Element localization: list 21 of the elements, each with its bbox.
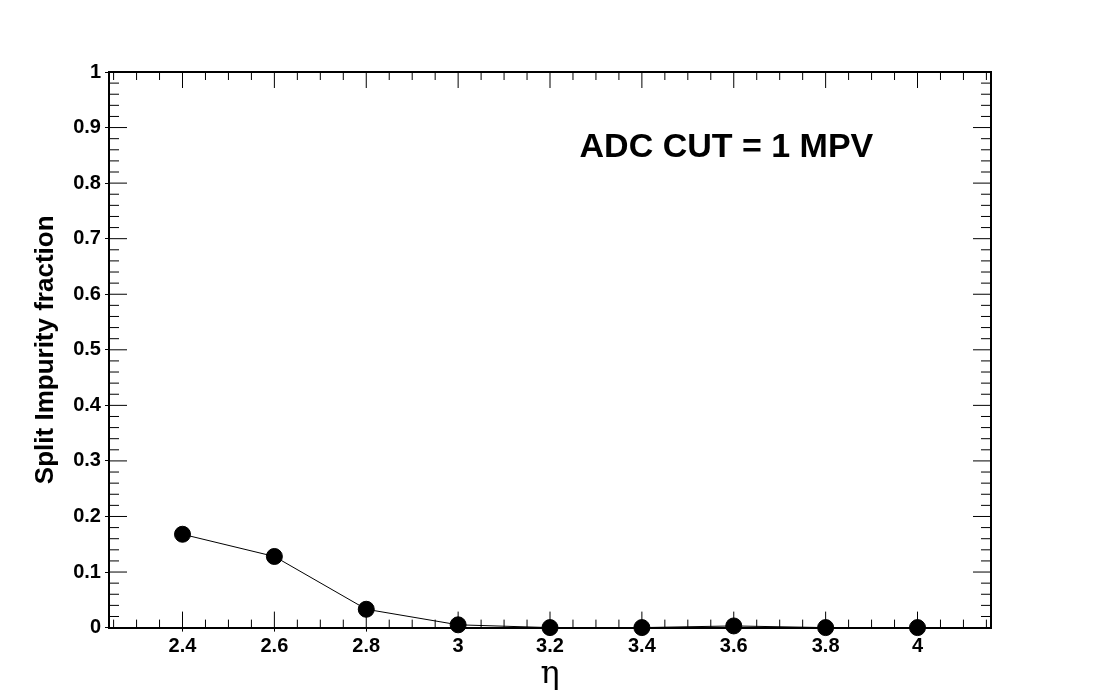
y-tick-label: 0 xyxy=(89,615,101,638)
x-tick-label: 4 xyxy=(911,634,924,657)
x-tick-label: 2.4 xyxy=(168,634,198,657)
y-tick-label: 0.7 xyxy=(73,226,101,249)
x-tick-label: 2.6 xyxy=(260,634,289,657)
y-tick-label: 0.6 xyxy=(73,281,101,304)
x-tick-label: 3.8 xyxy=(811,634,840,657)
y-tick-label: 1 xyxy=(89,59,101,82)
y-tick-label: 0.1 xyxy=(73,559,101,582)
x-tick-label: 2.8 xyxy=(352,634,381,657)
y-axis-title: Split Impurity fraction xyxy=(28,215,59,485)
annotation: ADC CUT = 1 MPV xyxy=(579,126,874,165)
y-tick-label: 0.9 xyxy=(73,115,101,138)
y-tick-label: 0.2 xyxy=(73,504,101,526)
x-tick-label: 3 xyxy=(452,634,464,657)
y-tick-label: 0.3 xyxy=(73,448,101,471)
x-tick-label: 3.6 xyxy=(719,634,748,657)
y-tick-label: 0.4 xyxy=(73,392,102,415)
x-tick-label: 3.4 xyxy=(627,634,657,657)
y-tick-label: 0.8 xyxy=(73,170,101,193)
y-tick-label: 0.5 xyxy=(73,337,101,360)
